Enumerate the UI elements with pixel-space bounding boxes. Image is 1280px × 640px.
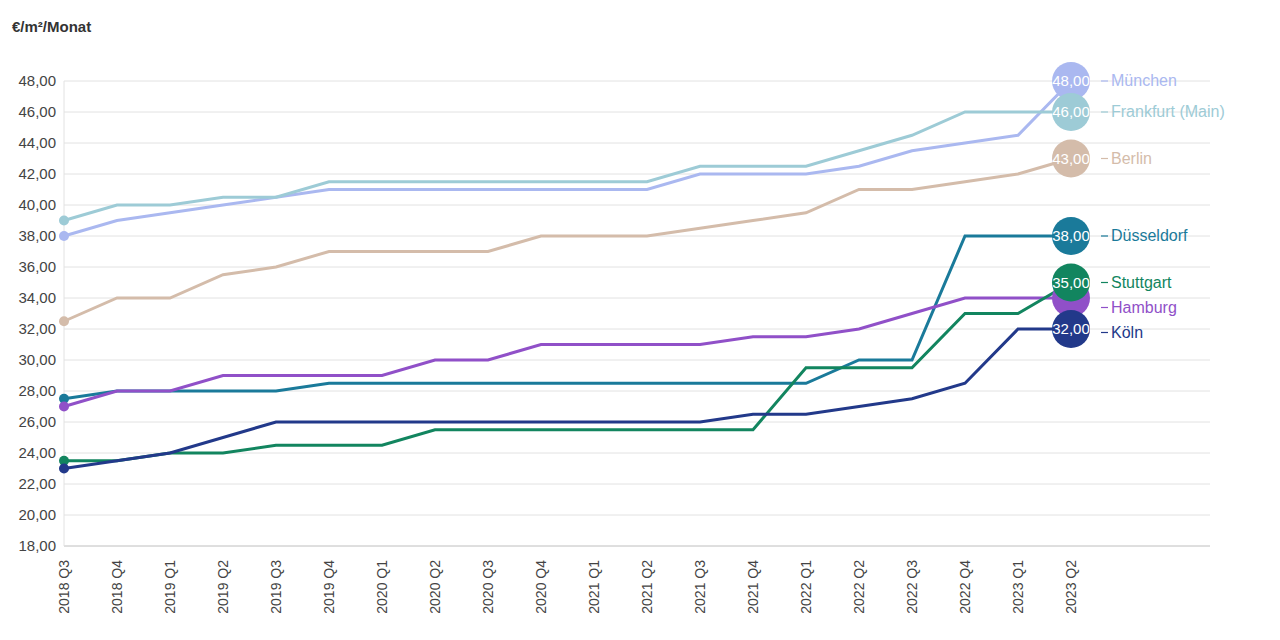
- svg-text:2019 Q3: 2019 Q3: [268, 560, 284, 614]
- svg-text:2022 Q3: 2022 Q3: [904, 560, 920, 614]
- svg-text:Düsseldorf: Düsseldorf: [1111, 227, 1188, 244]
- svg-text:38,00: 38,00: [18, 227, 56, 244]
- svg-text:44,00: 44,00: [18, 134, 56, 151]
- svg-text:2023 Q1: 2023 Q1: [1010, 560, 1026, 614]
- svg-text:35,00: 35,00: [1052, 274, 1090, 291]
- svg-text:München: München: [1111, 72, 1177, 89]
- svg-text:34,00: 34,00: [18, 289, 56, 306]
- svg-text:26,00: 26,00: [18, 413, 56, 430]
- svg-text:2022 Q4: 2022 Q4: [957, 560, 973, 614]
- svg-text:2020 Q4: 2020 Q4: [533, 560, 549, 614]
- svg-text:48,00: 48,00: [1052, 72, 1090, 89]
- svg-text:2020 Q2: 2020 Q2: [427, 560, 443, 614]
- svg-text:2020 Q3: 2020 Q3: [480, 560, 496, 614]
- svg-text:32,00: 32,00: [18, 320, 56, 337]
- svg-text:Stuttgart: Stuttgart: [1111, 274, 1172, 291]
- svg-text:18,00: 18,00: [18, 537, 56, 554]
- svg-text:2022 Q2: 2022 Q2: [851, 560, 867, 614]
- svg-text:36,00: 36,00: [18, 258, 56, 275]
- svg-text:20,00: 20,00: [18, 506, 56, 523]
- svg-text:2019 Q2: 2019 Q2: [215, 560, 231, 614]
- svg-text:Berlin: Berlin: [1111, 150, 1152, 167]
- svg-text:30,00: 30,00: [18, 351, 56, 368]
- svg-text:46,00: 46,00: [18, 103, 56, 120]
- svg-text:2019 Q1: 2019 Q1: [162, 560, 178, 614]
- svg-text:2021 Q4: 2021 Q4: [745, 560, 761, 614]
- svg-text:Köln: Köln: [1111, 324, 1143, 341]
- svg-text:28,00: 28,00: [18, 382, 56, 399]
- svg-text:43,00: 43,00: [1052, 150, 1090, 167]
- svg-text:24,00: 24,00: [18, 444, 56, 461]
- svg-text:2018 Q4: 2018 Q4: [109, 560, 125, 614]
- html-text:€/m²/Monat: €/m²/Monat: [12, 18, 92, 35]
- svg-text:2018 Q3: 2018 Q3: [56, 560, 72, 614]
- svg-text:42,00: 42,00: [18, 165, 56, 182]
- svg-text:2023 Q2: 2023 Q2: [1063, 560, 1079, 614]
- svg-text:2021 Q1: 2021 Q1: [586, 560, 602, 614]
- svg-text:2022 Q1: 2022 Q1: [798, 560, 814, 614]
- svg-text:2020 Q1: 2020 Q1: [374, 560, 390, 614]
- svg-text:2021 Q2: 2021 Q2: [639, 560, 655, 614]
- svg-text:38,00: 38,00: [1052, 227, 1090, 244]
- svg-text:46,00: 46,00: [1052, 103, 1090, 120]
- svg-text:48,00: 48,00: [18, 72, 56, 89]
- svg-text:2021 Q3: 2021 Q3: [692, 560, 708, 614]
- svg-text:Hamburg: Hamburg: [1111, 299, 1177, 316]
- svg-text:32,00: 32,00: [1052, 320, 1090, 337]
- svg-text:2019 Q4: 2019 Q4: [321, 560, 337, 614]
- svg-text:Frankfurt (Main): Frankfurt (Main): [1111, 103, 1225, 120]
- svg-text:40,00: 40,00: [18, 196, 56, 213]
- svg-text:22,00: 22,00: [18, 475, 56, 492]
